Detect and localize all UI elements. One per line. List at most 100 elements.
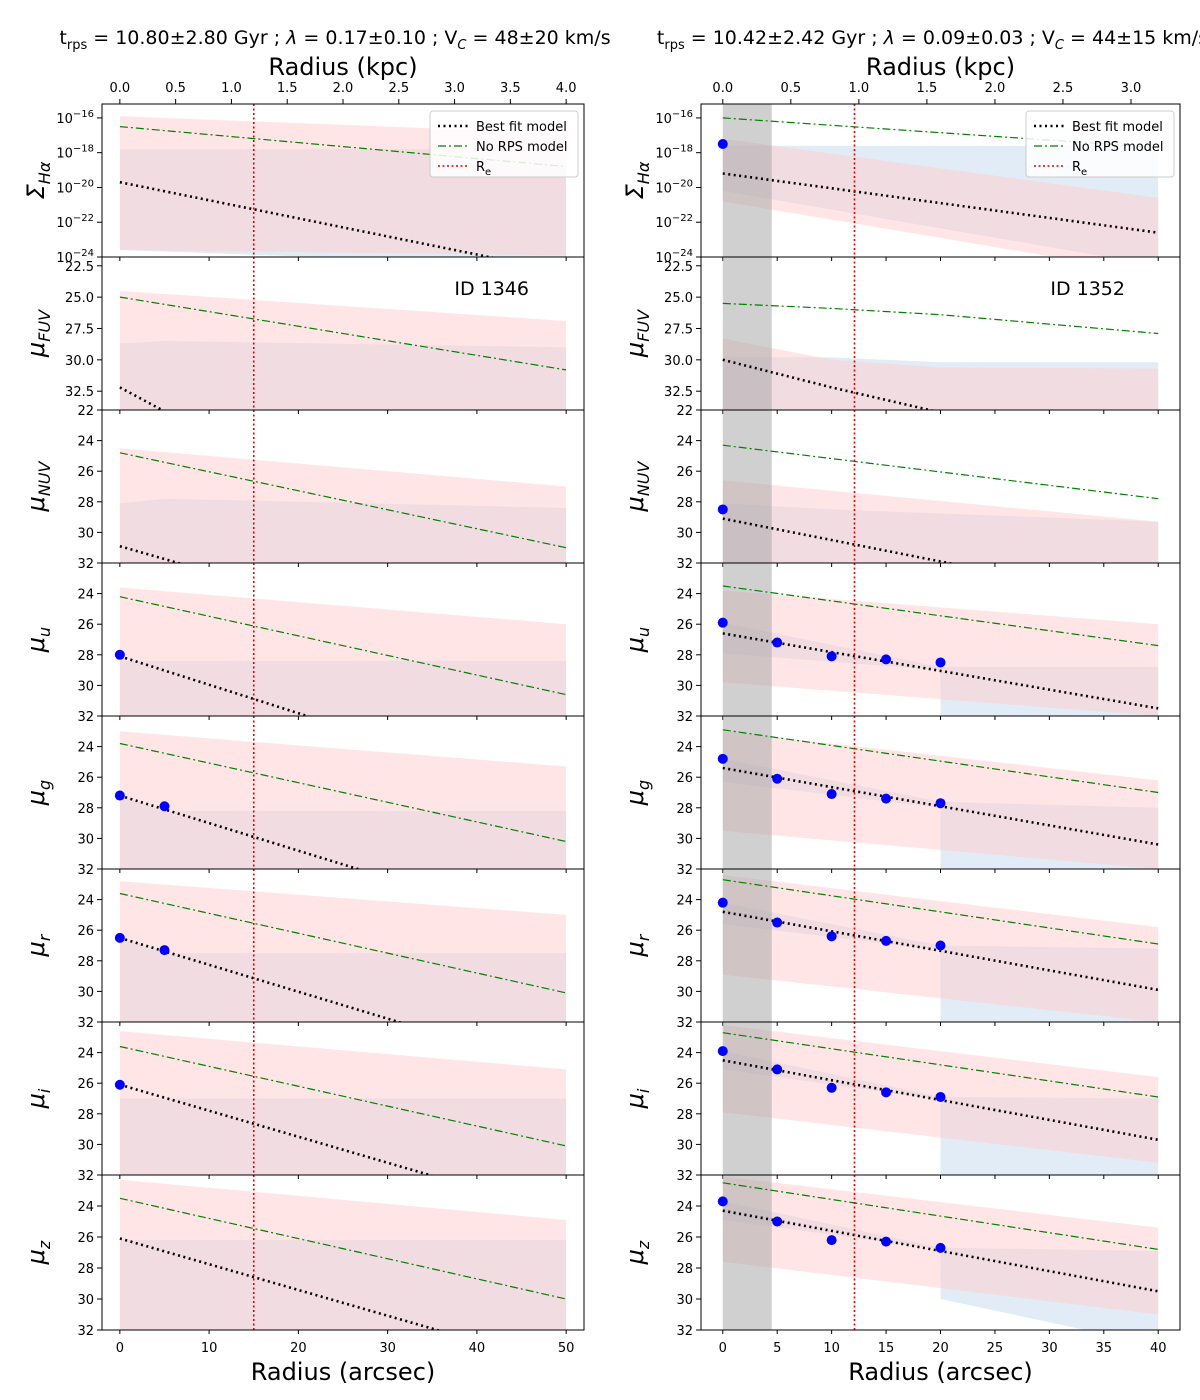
no-rps-model-line xyxy=(119,742,567,843)
y-tick-label: 22.5 xyxy=(664,260,693,275)
panel-plot-area xyxy=(114,716,567,869)
y-tick-label: 22.5 xyxy=(65,260,94,275)
data-point xyxy=(826,651,837,662)
x-tick-label: 5 xyxy=(773,1341,781,1356)
top-tick-label: 1.0 xyxy=(221,81,242,96)
panel-plot-area xyxy=(717,563,1159,716)
legend-label: Best fit model xyxy=(1072,120,1163,135)
no-rps-model-line xyxy=(722,879,1159,945)
data-point xyxy=(772,637,783,648)
grey-masked-region xyxy=(722,563,772,716)
y-axis-label: μFUV xyxy=(621,309,653,358)
best-fit-model-line xyxy=(722,517,956,563)
x-tick-label: 40 xyxy=(1150,1341,1167,1356)
galaxy-id-label: ID 1352 xyxy=(1050,278,1125,300)
data-point xyxy=(159,801,170,812)
x-tick-label: 40 xyxy=(469,1341,486,1356)
data-point xyxy=(826,931,837,942)
y-tick-label: 30 xyxy=(77,985,94,1000)
y-tick-label: 25.0 xyxy=(664,291,693,306)
top-tick-label: 2.5 xyxy=(1053,81,1074,96)
panel-plot-area xyxy=(119,1175,567,1330)
y-tick-label: 24 xyxy=(676,1047,693,1062)
y-tick-label: 28 xyxy=(77,955,94,970)
best-fit-model-line xyxy=(722,632,1159,710)
no-rps-model-line xyxy=(722,1032,1159,1098)
legend-label: Best fit model xyxy=(476,120,567,135)
chart-title: trps = 10.80±2.80 Gyr ; λ = 0.17±0.10 ; … xyxy=(59,27,610,53)
best-fit-model-line xyxy=(119,1083,435,1175)
y-tick-label: 26 xyxy=(77,924,94,939)
chart-title: trps = 10.42±2.42 Gyr ; λ = 0.09±0.03 ; … xyxy=(657,27,1200,53)
y-tick-label: 27.5 xyxy=(664,322,693,337)
grey-masked-region xyxy=(722,716,772,869)
y-tick-label: 27.5 xyxy=(65,322,94,337)
panel-plot-area xyxy=(717,869,1159,1022)
panel-r: 24 26 28 30 32 μr xyxy=(621,868,1181,1031)
panel-plot-area xyxy=(717,1022,1159,1175)
top-tick-label: 1.5 xyxy=(917,81,938,96)
y-tick-label: 22 xyxy=(77,404,94,419)
y-axis-label: μr xyxy=(22,933,54,957)
panel-i: 24 26 28 30 32 μi xyxy=(22,1021,585,1184)
y-tick-label: 24 xyxy=(676,588,693,603)
y-tick-label: 28 xyxy=(77,496,94,511)
panel-nuv: 22 24 26 28 30 32 μNUV xyxy=(621,404,1181,572)
galaxy-id-label: ID 1346 xyxy=(454,278,529,300)
y-tick-label: 24 xyxy=(77,894,94,909)
panel-z: 24 26 28 30 32 μz xyxy=(621,1174,1181,1339)
x-axis-label: Radius (arcsec) xyxy=(848,1358,1033,1386)
panel-i: 24 26 28 30 32 μi xyxy=(621,1021,1181,1184)
y-axis-label: μFUV xyxy=(22,309,54,358)
x-axis-label: Radius (arcsec) xyxy=(251,1358,436,1386)
y-tick-label: 26 xyxy=(77,1231,94,1246)
no-rps-model-line xyxy=(119,892,567,994)
y-tick-label: 30 xyxy=(77,679,94,694)
data-point xyxy=(114,1079,125,1090)
top-tick-label: 0.0 xyxy=(712,81,733,96)
best-fit-model-line xyxy=(119,386,165,410)
y-tick-label: 24 xyxy=(676,435,693,450)
top-tick-label: 0.5 xyxy=(780,81,801,96)
y-tick-label: 30 xyxy=(77,832,94,847)
y-tick-label: 26 xyxy=(77,1077,94,1092)
legend-box xyxy=(429,110,579,178)
top-tick-label: 1.0 xyxy=(849,81,870,96)
y-tick-label: 32 xyxy=(77,1169,94,1184)
pink-uncertainty-band xyxy=(119,587,567,716)
y-tick-label: 28 xyxy=(676,955,693,970)
best-fit-model-line xyxy=(722,910,1159,992)
top-axis-label: Radius (kpc) xyxy=(268,53,417,81)
y-tick-label: 32 xyxy=(77,1016,94,1031)
top-tick-label: 3.0 xyxy=(1121,81,1142,96)
y-tick-label: 28 xyxy=(77,1108,94,1123)
data-point xyxy=(772,1064,783,1075)
no-rps-model-line xyxy=(119,596,567,696)
panel-hα: 10−16 10−18 10−20 10−22 10−24 ΣHα Best fit mod… xyxy=(22,103,585,266)
panel-plot-area xyxy=(114,1022,567,1175)
data-point xyxy=(772,1216,783,1227)
data-point xyxy=(935,1242,946,1253)
panel-u: 24 26 28 30 32 μu xyxy=(621,562,1181,725)
y-axis-label: μz xyxy=(22,1240,54,1265)
y-tick-label: 28 xyxy=(77,802,94,817)
y-tick-label: 26 xyxy=(676,771,693,786)
y-axis-label: μg xyxy=(621,780,653,806)
x-tick-label: 30 xyxy=(1041,1341,1058,1356)
y-axis-label: μg xyxy=(22,780,54,806)
panel-z: 24 26 28 30 32 μz xyxy=(22,1174,585,1339)
y-axis-label: μu xyxy=(621,627,653,653)
panel-u: 24 26 28 30 32 μu xyxy=(22,562,585,725)
best-fit-model-line xyxy=(119,794,363,869)
y-tick-label: 10−24 xyxy=(655,248,693,266)
y-tick-label: 28 xyxy=(77,1262,94,1277)
panel-plot-area xyxy=(114,563,567,716)
pink-uncertainty-band xyxy=(119,881,567,1022)
y-tick-label: 10−20 xyxy=(56,178,94,196)
pink-uncertainty-band xyxy=(722,138,1159,257)
y-tick-label: 26 xyxy=(77,771,94,786)
y-tick-label: 24 xyxy=(77,741,94,756)
no-rps-model-line xyxy=(119,1197,567,1300)
y-tick-label: 32.5 xyxy=(65,385,94,400)
